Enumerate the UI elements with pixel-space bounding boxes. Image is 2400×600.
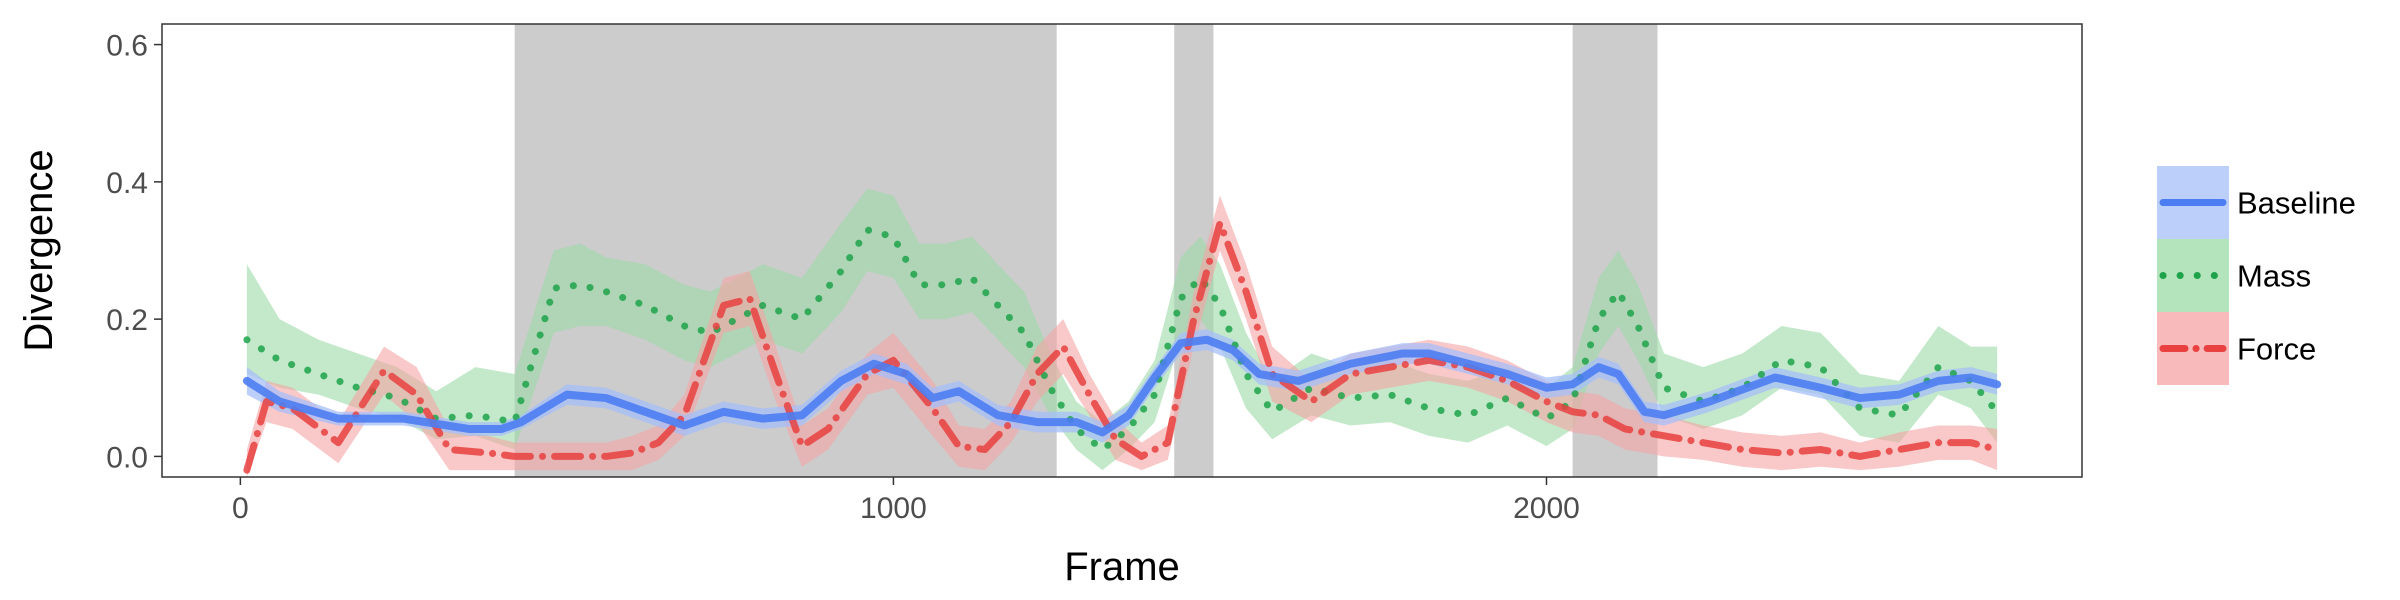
y-tick-label: 0.2: [106, 304, 148, 337]
y-tick-label: 0.6: [106, 30, 148, 63]
x-axis-title: Frame: [1064, 545, 1180, 589]
y-tick-label: 0.0: [106, 441, 148, 474]
legend-key-band: [2157, 239, 2229, 312]
legend-item-baseline: Baseline: [2157, 166, 2356, 239]
legend-label: Force: [2237, 332, 2316, 367]
mass-series-line: [243, 226, 2001, 454]
legend: Baseline Mass Force: [2157, 166, 2356, 385]
y-tick-label: 0.4: [106, 167, 148, 200]
legend-label: Baseline: [2237, 186, 2356, 221]
legend-item-mass: Mass: [2157, 239, 2311, 312]
plot-panel-border: [161, 23, 2083, 478]
x-tick-label: 2000: [1513, 492, 1580, 525]
legend-item-force: Force: [2157, 312, 2316, 385]
series-lines: [242, 219, 2002, 474]
force-series-line: [243, 219, 2001, 474]
y-axis-title: Divergence: [17, 149, 61, 351]
axes: 0 1000 2000 0.0 0.2 0.4 0.6: [106, 30, 1580, 525]
legend-label: Mass: [2237, 259, 2311, 294]
x-tick-label: 1000: [860, 492, 927, 525]
x-tick-label: 0: [232, 492, 249, 525]
baseline-series-line: [242, 335, 2002, 437]
